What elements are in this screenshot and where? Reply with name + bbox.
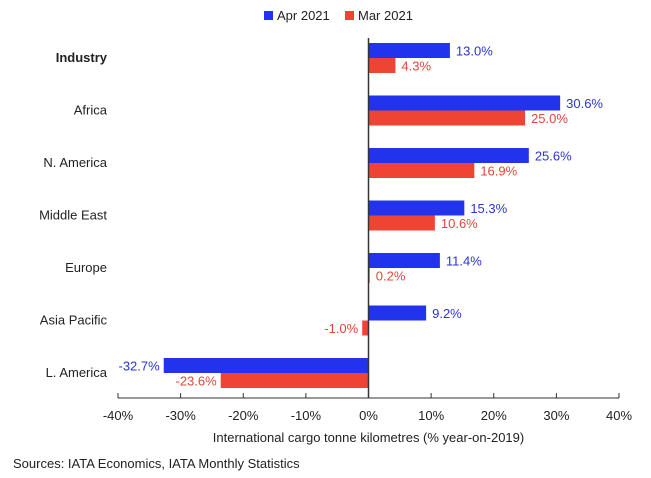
data-label: 25.0%	[531, 111, 568, 126]
bar	[362, 320, 369, 336]
data-label: 30.6%	[566, 96, 603, 111]
bar	[368, 58, 396, 73]
category-label: Middle East	[39, 208, 107, 223]
bar	[368, 305, 427, 321]
category-label: L. America	[46, 365, 108, 380]
bar	[368, 200, 465, 216]
data-label: 25.6%	[535, 149, 572, 164]
category-label: N. America	[43, 155, 107, 170]
data-label: -23.6%	[176, 374, 218, 389]
category-label: Europe	[65, 260, 107, 275]
category-label: Industry	[56, 50, 108, 65]
data-label: 15.3%	[470, 201, 507, 216]
bar	[368, 253, 440, 268]
x-tick-label: 0%	[359, 408, 378, 423]
x-axis-title: International cargo tonne kilometres (% …	[213, 430, 524, 445]
legend-swatch-1	[264, 11, 273, 20]
bar	[368, 215, 435, 231]
x-tick-label: -40%	[103, 408, 134, 423]
data-label: 10.6%	[441, 216, 478, 231]
bar	[368, 163, 475, 178]
data-label: 0.2%	[376, 269, 406, 284]
bar	[368, 148, 529, 163]
x-tick-label: 10%	[418, 408, 444, 423]
data-label: 13.0%	[456, 44, 493, 59]
x-tick-label: -10%	[291, 408, 322, 423]
bar	[368, 95, 561, 111]
legend-label-2: Mar 2021	[358, 8, 413, 23]
category-label: Africa	[74, 103, 108, 118]
source-note: Sources: IATA Economics, IATA Monthly St…	[13, 456, 300, 471]
data-label: -32.7%	[119, 359, 161, 374]
data-label: 4.3%	[401, 59, 431, 74]
bar	[220, 373, 369, 388]
data-label: 11.4%	[446, 254, 482, 269]
data-label: -1.0%	[324, 321, 358, 336]
legend-swatch-2	[345, 11, 354, 20]
bar	[368, 43, 450, 58]
x-tick-label: 30%	[543, 408, 569, 423]
data-label: 9.2%	[432, 306, 462, 321]
bar	[163, 358, 369, 373]
bar	[368, 110, 526, 126]
legend-label-1: Apr 2021	[277, 8, 330, 23]
x-tick-label: -30%	[165, 408, 196, 423]
category-label: Asia Pacific	[40, 313, 108, 328]
x-tick-label: 20%	[481, 408, 507, 423]
x-tick-label: 40%	[606, 408, 632, 423]
data-label: 16.9%	[480, 164, 517, 179]
x-tick-label: -20%	[228, 408, 259, 423]
